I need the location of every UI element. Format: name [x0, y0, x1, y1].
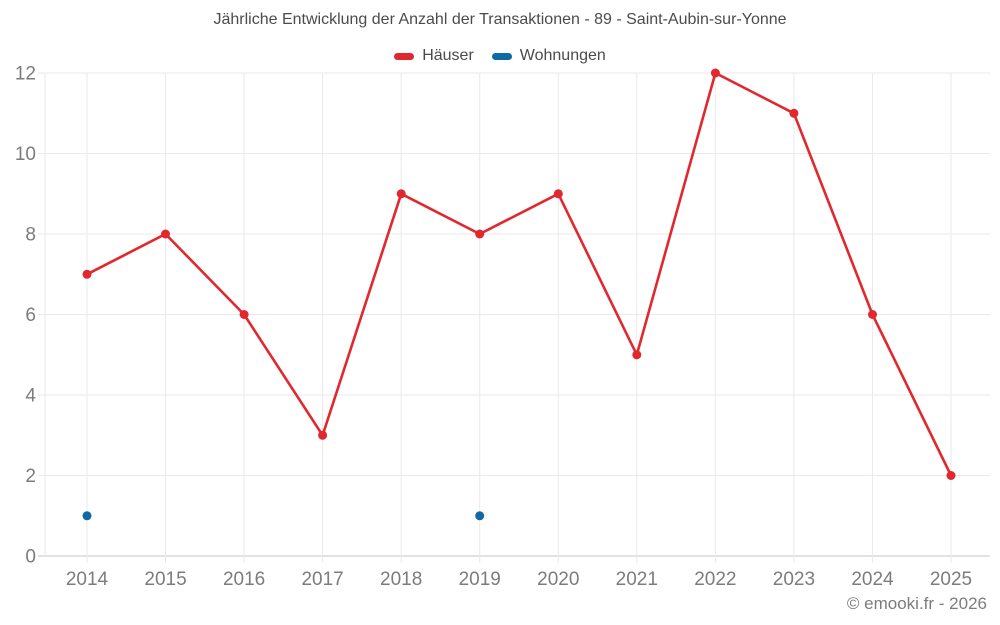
x-tick-label: 2023 [773, 569, 815, 590]
x-tick-label: 2016 [223, 569, 265, 590]
legend-label-hauser: Häuser [422, 47, 474, 64]
data-point-h-user [82, 269, 92, 279]
x-tick-label: 2019 [459, 569, 501, 590]
y-tick-label: 2 [25, 466, 36, 487]
series-line-h-user [85, 71, 953, 477]
data-point-h-user [710, 68, 720, 78]
data-point-h-user [396, 189, 406, 199]
legend-item-hauser[interactable]: Häuser [394, 47, 474, 65]
x-tick-label: 2014 [66, 569, 109, 590]
wohnungen-legend-marker-icon [491, 52, 512, 60]
legend-label-wohnungen: Wohnungen [519, 47, 606, 64]
data-point-h-user [868, 310, 877, 319]
x-tick-label: 2015 [144, 569, 186, 590]
data-point-h-user [632, 350, 642, 360]
chart-legend: Häuser Wohnungen [0, 47, 1000, 65]
data-point-h-user [789, 108, 799, 118]
y-tick-label: 8 [25, 225, 36, 246]
data-point-wohnungen [475, 511, 485, 521]
x-tick-label: 2017 [301, 569, 343, 590]
y-tick-label: 0 [25, 547, 36, 568]
copyright-watermark: © emooki.fr - 2026 [846, 594, 987, 613]
x-tick-label: 2018 [380, 569, 422, 590]
y-tick-label: 12 [15, 64, 36, 85]
chart-title: Jährliche Entwicklung der Anzahl der Tra… [213, 11, 787, 28]
x-tick-label: 2020 [537, 569, 579, 590]
data-point-h-user [239, 310, 249, 319]
legend-item-wohnungen[interactable]: Wohnungen [491, 47, 606, 65]
y-tick-label: 6 [25, 305, 36, 326]
data-point-wohnungen [82, 511, 92, 521]
data-point-h-user [161, 229, 170, 239]
x-tick-label: 2024 [851, 569, 894, 590]
x-tick-label: 2021 [616, 569, 658, 590]
x-tick-label: 2025 [930, 569, 972, 590]
hauser-legend-marker-icon [394, 52, 415, 60]
data-point-h-user [475, 229, 485, 239]
y-tick-label: 10 [15, 144, 36, 165]
data-point-h-user [553, 189, 563, 199]
data-point-h-user [946, 471, 956, 480]
y-tick-label: 4 [25, 386, 36, 407]
data-point-h-user [318, 430, 328, 440]
x-tick-label: 2022 [694, 569, 736, 590]
